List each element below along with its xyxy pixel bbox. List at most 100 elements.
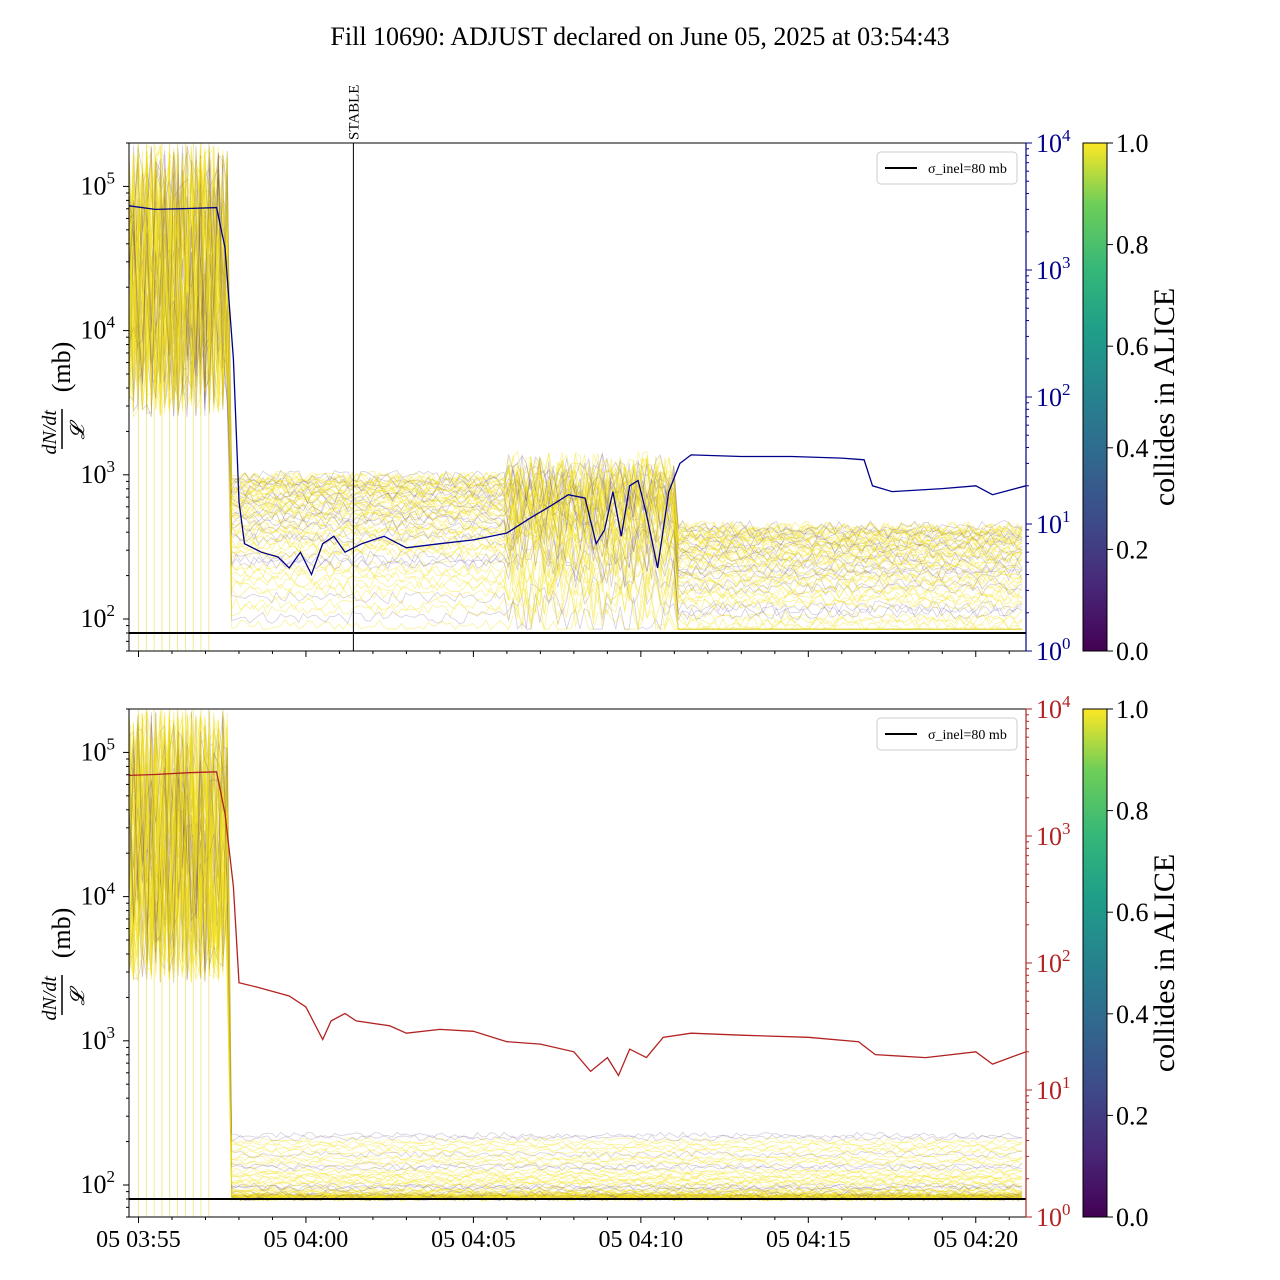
band-trace <box>129 744 1023 1201</box>
bottom-x-ticks: 05 03:55 05 04:00 05 04:05 05 04:10 05 04:15… <box>96 1217 1018 1253</box>
band-trace <box>129 712 1023 1199</box>
band-trace <box>129 712 1023 1178</box>
colorbar-tick-label: 0.8 <box>1116 231 1149 260</box>
y-left-tick-label: 104 <box>81 879 116 911</box>
right-axis-series-line <box>129 205 1026 577</box>
x-tick-label: 05 03:55 <box>96 1227 181 1253</box>
band-trace <box>129 155 1023 552</box>
x-tick-label: 05 04:15 <box>766 1227 851 1253</box>
band-trace <box>129 149 1023 590</box>
y-left-tick-label: 105 <box>81 168 116 200</box>
band-trace <box>129 714 1023 1151</box>
bottom-series-lines <box>129 771 1026 1200</box>
band-trace <box>129 718 1023 1189</box>
band-trace <box>129 150 1023 609</box>
band-trace <box>129 712 1023 1194</box>
band-trace <box>129 163 1023 564</box>
band-trace <box>129 760 1023 1170</box>
colorbar-tick-label: 1.0 <box>1116 695 1149 724</box>
top-x-ticks <box>137 651 1010 657</box>
band-trace <box>129 715 1023 1145</box>
band-trace <box>129 177 1023 567</box>
band-trace <box>129 710 1023 1202</box>
y-right-tick-label: 103 <box>1036 819 1071 851</box>
bottom-legend-label: σ_inel=80 mb <box>928 728 1007 743</box>
bottom-left-axis-ticks: 102 103 104 105 <box>81 708 129 1218</box>
band-trace <box>129 712 1023 1202</box>
band-trace <box>129 151 1023 630</box>
colorbar-tick-label: 0.8 <box>1116 797 1149 826</box>
band-trace <box>129 712 1023 1202</box>
y-right-tick-label: 101 <box>1036 507 1071 539</box>
top-band-lines <box>129 143 1023 651</box>
band-trace <box>129 154 1023 580</box>
band-trace <box>129 724 1023 1198</box>
y-right-tick-label: 104 <box>1036 126 1071 158</box>
band-trace <box>129 711 1023 1199</box>
band-trace <box>129 718 1023 1202</box>
band-trace <box>129 150 1023 614</box>
band-trace <box>129 144 1023 630</box>
band-trace <box>129 145 1023 584</box>
band-trace <box>129 148 1023 553</box>
band-trace <box>129 160 1023 631</box>
band-trace <box>129 710 1023 1193</box>
band-trace <box>129 148 1023 599</box>
band-trace <box>129 152 1023 536</box>
band-trace <box>129 145 1023 622</box>
band-trace <box>129 714 1023 1185</box>
band-trace <box>129 719 1023 1200</box>
band-trace <box>129 153 1023 562</box>
band-trace <box>129 710 1023 1139</box>
band-trace <box>129 729 1023 1142</box>
bottom-legend: σ_inel=80 mb <box>876 717 1018 751</box>
band-trace <box>129 174 1023 566</box>
band-trace <box>129 710 1023 1200</box>
y-left-tick-label: 102 <box>81 601 116 633</box>
svg-text:dN/dt 𝓛 (mb): dN/dt 𝓛 (mb) <box>33 342 90 455</box>
band-trace <box>129 731 1023 1153</box>
top-panel: 102 103 104 105 100 101 102 103 104 dN/dt 𝓛 (mb… <box>33 85 1181 666</box>
band-trace <box>129 152 1023 534</box>
band-trace <box>129 151 1023 543</box>
colorbar-tick-label: 0.2 <box>1116 535 1149 564</box>
band-trace <box>129 146 1023 601</box>
band-trace <box>129 725 1023 1202</box>
figure-title: Fill 10690: ADJUST declared on June 05, … <box>330 22 949 51</box>
y-right-tick-label: 100 <box>1036 1200 1071 1232</box>
band-trace <box>129 151 1023 560</box>
band-trace <box>129 147 1023 554</box>
svg-text:dN/dt 𝓛 (mb): dN/dt 𝓛 (mb) <box>33 908 90 1021</box>
colorbar-tick-label: 1.0 <box>1116 129 1149 158</box>
band-trace <box>129 711 1023 1202</box>
band-trace <box>129 152 1023 592</box>
band-trace <box>129 146 1023 556</box>
top-colorbar-label: collides in ALICE <box>1148 288 1181 506</box>
band-trace <box>129 721 1023 1195</box>
bottom-colorbar: 0.0 0.2 0.4 0.6 0.8 1.0 collides in ALICE <box>1082 695 1181 1232</box>
band-trace <box>129 203 1023 541</box>
band-trace <box>129 711 1023 1200</box>
band-trace <box>129 157 1023 535</box>
top-y-axis-label: dN/dt 𝓛 (mb) <box>33 342 90 455</box>
top-legend-label: σ_inel=80 mb <box>928 162 1007 177</box>
top-left-axis-ticks: 102 103 104 105 <box>81 142 129 652</box>
y-left-tick-label: 105 <box>81 734 116 766</box>
band-trace <box>129 713 1023 1168</box>
y-right-tick-label: 100 <box>1036 634 1071 666</box>
band-trace <box>129 722 1023 1197</box>
colorbar-tick-label: 0.6 <box>1116 332 1149 361</box>
band-trace <box>129 713 1023 1202</box>
stable-marker-label: STABLE <box>346 85 362 140</box>
band-trace <box>129 150 1023 558</box>
y-right-tick-label: 101 <box>1036 1073 1071 1105</box>
band-trace <box>129 150 1023 588</box>
band-trace <box>129 172 1023 539</box>
band-trace <box>129 723 1023 1202</box>
y-left-tick-label: 102 <box>81 1167 116 1199</box>
band-trace <box>129 145 1023 624</box>
y-left-tick-label: 103 <box>81 457 116 489</box>
band-trace <box>129 735 1023 1201</box>
bottom-panel: 05 03:55 05 04:00 05 04:05 05 04:10 05 04:15… <box>33 692 1181 1253</box>
